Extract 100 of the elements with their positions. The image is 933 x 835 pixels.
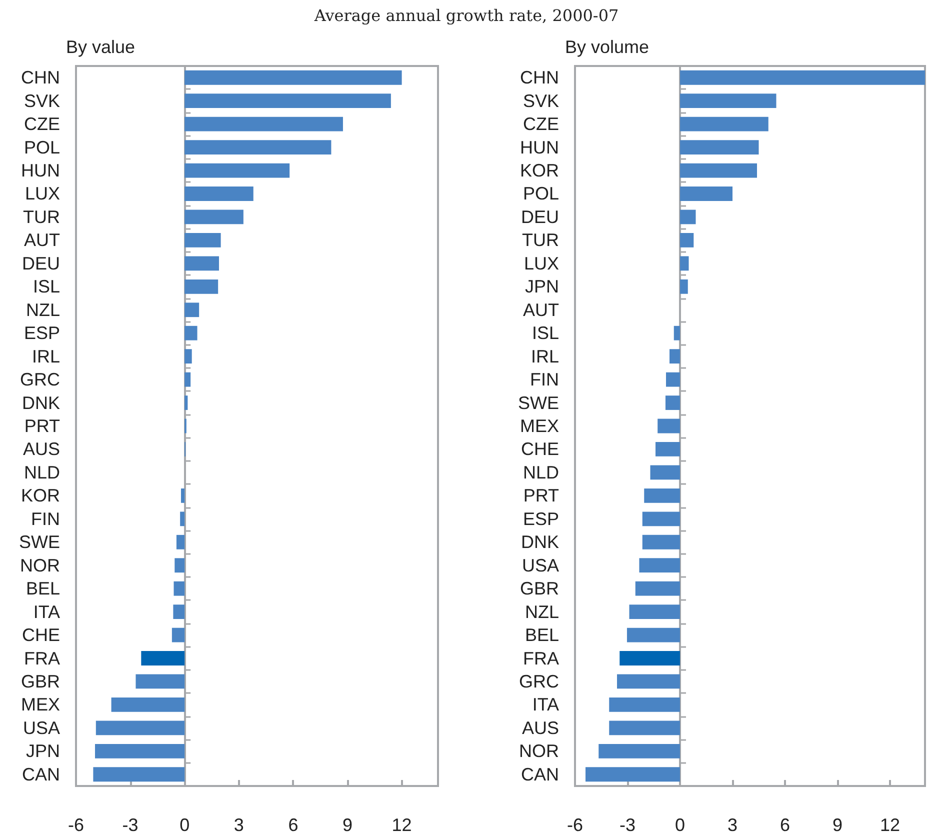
y-tick-label: AUT (523, 300, 560, 320)
x-tick-label: 6 (288, 815, 298, 835)
bar (658, 418, 680, 434)
bar (680, 70, 925, 85)
bar (665, 396, 680, 410)
y-tick-label: CHE (22, 625, 60, 646)
bar (666, 372, 680, 387)
y-tick-label: FRA (24, 648, 60, 668)
y-tick-label: ITA (33, 602, 60, 622)
bar (96, 720, 185, 736)
y-tick-label: NZL (26, 300, 60, 320)
x-tick-label: 9 (342, 815, 353, 835)
bar (184, 349, 192, 364)
bar (609, 720, 680, 736)
y-tick-label: NZL (524, 602, 559, 622)
bar (680, 116, 768, 132)
y-tick-label: FIN (31, 508, 60, 529)
y-tick-label: IRL (530, 346, 559, 366)
y-tick-label: ISL (532, 323, 559, 344)
bar (680, 210, 696, 224)
y-tick-label: NOR (20, 555, 60, 576)
y-tick-label: TUR (23, 206, 60, 227)
bar (598, 744, 680, 758)
bar (184, 396, 188, 410)
y-tick-label: HUN (520, 137, 559, 158)
y-tick-label: CHE (520, 439, 559, 460)
x-tick-label: -3 (122, 815, 138, 835)
y-tick-label: NLD (522, 462, 559, 482)
y-tick-label: PRT (24, 416, 60, 436)
bar (184, 116, 343, 132)
bar (650, 465, 680, 480)
x-tick-label: -6 (68, 815, 84, 835)
bar (680, 140, 759, 154)
bar (172, 628, 185, 642)
bar (680, 163, 757, 178)
bar (639, 558, 680, 573)
bar (617, 674, 680, 689)
y-tick-label: USA (22, 718, 60, 738)
bar (180, 488, 185, 503)
y-tick-label: DEU (520, 206, 559, 227)
y-tick-label: FIN (530, 370, 559, 390)
y-tick-label: AUT (24, 230, 60, 250)
bar (95, 744, 185, 758)
bar (184, 210, 244, 224)
y-tick-label: DNK (22, 392, 60, 413)
y-tick-label: FRA (523, 648, 559, 668)
y-tick-label: TUR (522, 230, 559, 250)
bar (609, 698, 680, 712)
y-tick-label: DEU (22, 253, 60, 274)
bar (93, 767, 185, 782)
y-tick-label: CHN (520, 68, 559, 88)
x-tick-label: -3 (619, 815, 636, 835)
bar (626, 628, 680, 642)
bar (674, 326, 680, 340)
y-tick-label: SVK (24, 90, 60, 111)
bar (180, 512, 185, 526)
y-tick-label: HUN (21, 160, 60, 181)
bar (184, 279, 218, 294)
bar (184, 302, 200, 318)
bar (111, 698, 185, 712)
x-tick-label: 0 (674, 815, 686, 835)
y-tick-label: NOR (519, 741, 559, 762)
y-tick-label: ESP (522, 508, 559, 529)
y-tick-label: MEX (20, 694, 60, 715)
y-tick-label: USA (522, 555, 559, 576)
y-tick-label: ISL (32, 276, 60, 297)
x-tick-label: 0 (180, 815, 190, 835)
bar (642, 512, 680, 526)
bar (680, 94, 776, 108)
bar (174, 558, 185, 573)
bar (670, 349, 680, 364)
chart-title: By value (66, 37, 136, 57)
bar (184, 326, 198, 340)
bar (680, 186, 732, 201)
y-tick-label: KOR (520, 160, 559, 181)
bar (184, 70, 402, 85)
y-tick-label: LUX (24, 184, 60, 204)
bar (136, 674, 185, 689)
y-tick-label: SWE (18, 532, 60, 552)
y-tick-label: SVK (522, 90, 559, 111)
bar (644, 488, 680, 503)
y-tick-label: POL (24, 137, 60, 158)
y-tick-label: SWE (518, 392, 559, 413)
y-tick-label: CAN (520, 764, 559, 784)
bar (184, 140, 332, 154)
y-tick-label: GRC (519, 671, 559, 692)
bar (680, 232, 694, 248)
y-tick-label: IRL (32, 346, 60, 366)
y-tick-label: JPN (26, 741, 60, 762)
bar (680, 256, 689, 271)
x-tick-label: 3 (234, 815, 244, 835)
y-tick-label: CAN (22, 764, 60, 784)
y-tick-label: DNK (520, 532, 559, 552)
y-tick-label: KOR (20, 486, 60, 506)
bar (184, 163, 290, 178)
y-tick-label: CZE (24, 114, 60, 134)
y-tick-label: AUS (22, 439, 60, 460)
y-tick-label: JPN (524, 276, 559, 297)
x-tick-label: -6 (566, 815, 584, 835)
y-tick-label: ITA (532, 694, 559, 715)
